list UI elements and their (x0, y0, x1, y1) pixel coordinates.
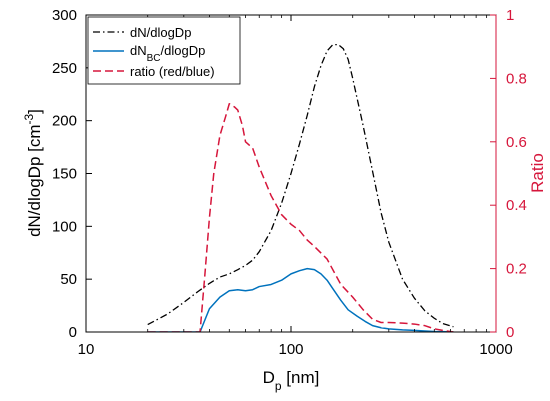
y-left-axis-title-rest: ] (25, 109, 44, 114)
y-left-axis-title: dN/dlogDp [cm-3] (22, 109, 44, 237)
y-right-tick-label: 0.6 (506, 134, 527, 151)
legend-label-dNBC-main: dN (130, 43, 147, 58)
series-line-dNBC (147, 267, 454, 332)
y-left-tick-label: 100 (52, 218, 77, 235)
y-right-tick-label: 0 (506, 324, 514, 341)
x-axis-title: Dp [nm] (263, 368, 320, 393)
legend-entry-ratio: ratio (red/blue) (130, 64, 215, 79)
series-layer (147, 43, 454, 332)
y-right-axis-title: Ratio (528, 153, 547, 193)
legend-entry-dNBC: dNBC/dlogDp (130, 43, 205, 64)
legend: dN/dlogDp dNBC/dlogDp ratio (red/blue) (87, 16, 241, 85)
series-line-dN (147, 43, 454, 328)
y-left-tick-label: 0 (69, 324, 77, 341)
x-axis-title-sub: p (275, 379, 282, 393)
y-left-axis-title-sup: -3 (22, 113, 36, 124)
y-left-tick-label: 150 (52, 166, 77, 183)
x-tick-label: 100 (278, 341, 303, 358)
y-right-tick-label: 0.8 (506, 70, 527, 87)
x-tick-label: 1000 (479, 341, 512, 358)
y-left-axis-title-main: dN/dlogDp [cm (25, 124, 44, 236)
ticks-layer: 10 100 100005010015020025030000.20.40.60.8… (52, 7, 527, 358)
legend-label-dNBC-rest: /dlogDp (161, 43, 206, 58)
legend-label-ratio-main: ratio (red/blue) (130, 64, 215, 79)
y-left-tick-label: 200 (52, 113, 77, 130)
x-axis-title-rest: [nm] (282, 368, 320, 387)
x-axis-title-main: D (263, 368, 275, 387)
x-tick-label: 10 (78, 341, 95, 358)
y-left-tick-label: 300 (52, 7, 77, 24)
y-right-tick-label: 1 (506, 7, 514, 24)
y-right-tick-label: 0.4 (506, 197, 527, 214)
legend-label-dN-main: dN/dlogDp (130, 25, 191, 40)
series-line-ratio (147, 103, 454, 332)
legend-entry-dN: dN/dlogDp (130, 25, 191, 40)
y-left-tick-label: 50 (60, 271, 77, 288)
y-right-tick-label: 0.2 (506, 261, 527, 278)
y-left-tick-label: 250 (52, 60, 77, 77)
legend-label-dNBC-sub: BC (147, 53, 161, 64)
